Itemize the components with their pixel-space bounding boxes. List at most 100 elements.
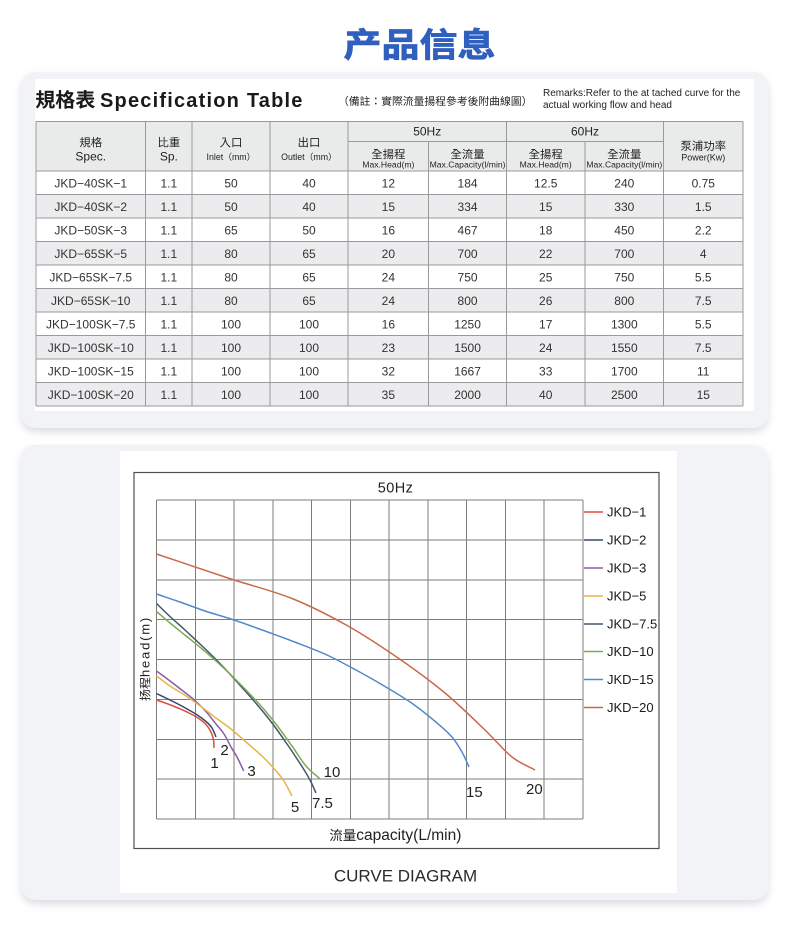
svg-text:50Hz: 50Hz — [378, 481, 413, 497]
svg-text:7.5: 7.5 — [695, 294, 712, 308]
svg-text:JKD−100SK−7.5: JKD−100SK−7.5 — [46, 317, 136, 331]
svg-text:4: 4 — [700, 247, 707, 261]
svg-text:50Hz: 50Hz — [413, 125, 441, 139]
svg-text:100: 100 — [221, 388, 241, 402]
svg-text:23: 23 — [382, 341, 396, 355]
svg-text:15: 15 — [382, 200, 396, 214]
svg-text:Max.Head(m): Max.Head(m) — [362, 159, 414, 169]
svg-text:24: 24 — [382, 270, 396, 284]
svg-text:1667: 1667 — [454, 364, 481, 378]
svg-text:1.1: 1.1 — [161, 247, 178, 261]
svg-text:CURVE DIAGRAM: CURVE DIAGRAM — [334, 866, 477, 885]
svg-text:1.1: 1.1 — [161, 270, 178, 284]
svg-text:100: 100 — [299, 388, 319, 402]
svg-text:7.5: 7.5 — [312, 795, 333, 812]
svg-text:80: 80 — [224, 247, 238, 261]
svg-text:Inlet: Inlet — [207, 152, 224, 162]
svg-text:1550: 1550 — [611, 341, 638, 355]
svg-text:65: 65 — [302, 270, 316, 284]
svg-text:65: 65 — [224, 223, 238, 237]
svg-text:60Hz: 60Hz — [571, 125, 599, 139]
svg-text:11: 11 — [697, 364, 710, 378]
svg-text:JKD−1: JKD−1 — [607, 505, 646, 520]
svg-text:JKD−65SK−7.5: JKD−65SK−7.5 — [49, 270, 132, 284]
svg-text:467: 467 — [458, 223, 478, 237]
svg-text:65: 65 — [302, 247, 316, 261]
svg-text:mm: mm — [313, 152, 328, 162]
svg-text:240: 240 — [614, 176, 634, 190]
svg-text:1700: 1700 — [611, 364, 638, 378]
svg-text:100: 100 — [221, 341, 241, 355]
svg-text:35: 35 — [382, 388, 396, 402]
svg-text:184: 184 — [458, 176, 478, 190]
svg-text:1.1: 1.1 — [161, 364, 178, 378]
svg-text:65: 65 — [302, 294, 316, 308]
svg-text:450: 450 — [614, 223, 634, 237]
svg-text:2: 2 — [220, 742, 228, 759]
svg-text:1.1: 1.1 — [161, 200, 178, 214]
svg-text:1.1: 1.1 — [161, 341, 178, 355]
svg-text:5.5: 5.5 — [695, 270, 712, 284]
svg-text:1.1: 1.1 — [161, 223, 178, 237]
svg-text:JKD−2: JKD−2 — [607, 533, 646, 548]
svg-text:Specification Table: Specification Table — [100, 90, 304, 112]
svg-text:1.1: 1.1 — [161, 388, 178, 402]
svg-text:100: 100 — [221, 317, 241, 331]
svg-text:JKD−5: JKD−5 — [607, 589, 646, 604]
svg-text:Spec.: Spec. — [75, 149, 106, 163]
svg-text:750: 750 — [458, 270, 478, 284]
svg-text:20: 20 — [526, 781, 543, 798]
svg-text:1.5: 1.5 — [695, 200, 712, 214]
svg-text:JKD−40SK−2: JKD−40SK−2 — [54, 200, 127, 214]
svg-text:JKD−3: JKD−3 — [607, 561, 646, 576]
svg-text:0.75: 0.75 — [692, 176, 716, 190]
svg-text:80: 80 — [224, 294, 238, 308]
svg-text:2000: 2000 — [454, 388, 481, 402]
svg-text:750: 750 — [614, 270, 634, 284]
svg-text:JKD−65SK−10: JKD−65SK−10 — [51, 294, 131, 308]
svg-text:24: 24 — [539, 341, 553, 355]
svg-text:50: 50 — [224, 200, 238, 214]
svg-text:20: 20 — [382, 247, 396, 261]
svg-text:12.5: 12.5 — [534, 176, 558, 190]
svg-text:15: 15 — [539, 200, 553, 214]
svg-text:5: 5 — [291, 799, 299, 816]
svg-text:JKD−7.5: JKD−7.5 — [607, 617, 657, 632]
svg-text:JKD−65SK−5: JKD−65SK−5 — [54, 247, 127, 261]
svg-text:1: 1 — [210, 755, 218, 772]
svg-text:330: 330 — [614, 200, 634, 214]
svg-text:16: 16 — [382, 223, 396, 237]
svg-text:Max.Capacity(l/min): Max.Capacity(l/min) — [586, 159, 662, 169]
svg-text:1.1: 1.1 — [161, 176, 178, 190]
svg-text:16: 16 — [382, 317, 396, 331]
svg-text:Power(Kw): Power(Kw) — [681, 153, 725, 163]
svg-text:3: 3 — [247, 763, 255, 780]
svg-text:100: 100 — [299, 341, 319, 355]
svg-text:40: 40 — [539, 388, 553, 402]
svg-text:1250: 1250 — [454, 317, 481, 331]
svg-text:JKD−20: JKD−20 — [607, 700, 654, 715]
svg-text:JKD−100SK−15: JKD−100SK−15 — [48, 364, 134, 378]
svg-text:JKD−100SK−20: JKD−100SK−20 — [48, 388, 134, 402]
svg-text:40: 40 — [302, 200, 316, 214]
svg-text:1.1: 1.1 — [161, 317, 178, 331]
svg-text:800: 800 — [458, 294, 478, 308]
svg-text:1.1: 1.1 — [161, 294, 178, 308]
svg-text:5.5: 5.5 — [695, 317, 712, 331]
svg-text:Max.Capacity(l/min): Max.Capacity(l/min) — [430, 159, 506, 169]
svg-text:80: 80 — [224, 270, 238, 284]
svg-text:JKD−50SK−3: JKD−50SK−3 — [54, 223, 127, 237]
svg-text:700: 700 — [458, 247, 478, 261]
svg-text:2.2: 2.2 — [695, 223, 712, 237]
svg-text:1500: 1500 — [454, 341, 481, 355]
svg-text:50: 50 — [224, 176, 238, 190]
svg-text:24: 24 — [382, 294, 396, 308]
svg-text:50: 50 — [302, 223, 316, 237]
svg-text:32: 32 — [382, 364, 396, 378]
svg-text:7.5: 7.5 — [695, 341, 712, 355]
svg-text:40: 40 — [302, 176, 316, 190]
svg-text:33: 33 — [539, 364, 553, 378]
svg-text:JKD−100SK−10: JKD−100SK−10 — [48, 341, 134, 355]
svg-text:10: 10 — [324, 764, 341, 781]
svg-text:JKD−40SK−1: JKD−40SK−1 — [54, 176, 127, 190]
